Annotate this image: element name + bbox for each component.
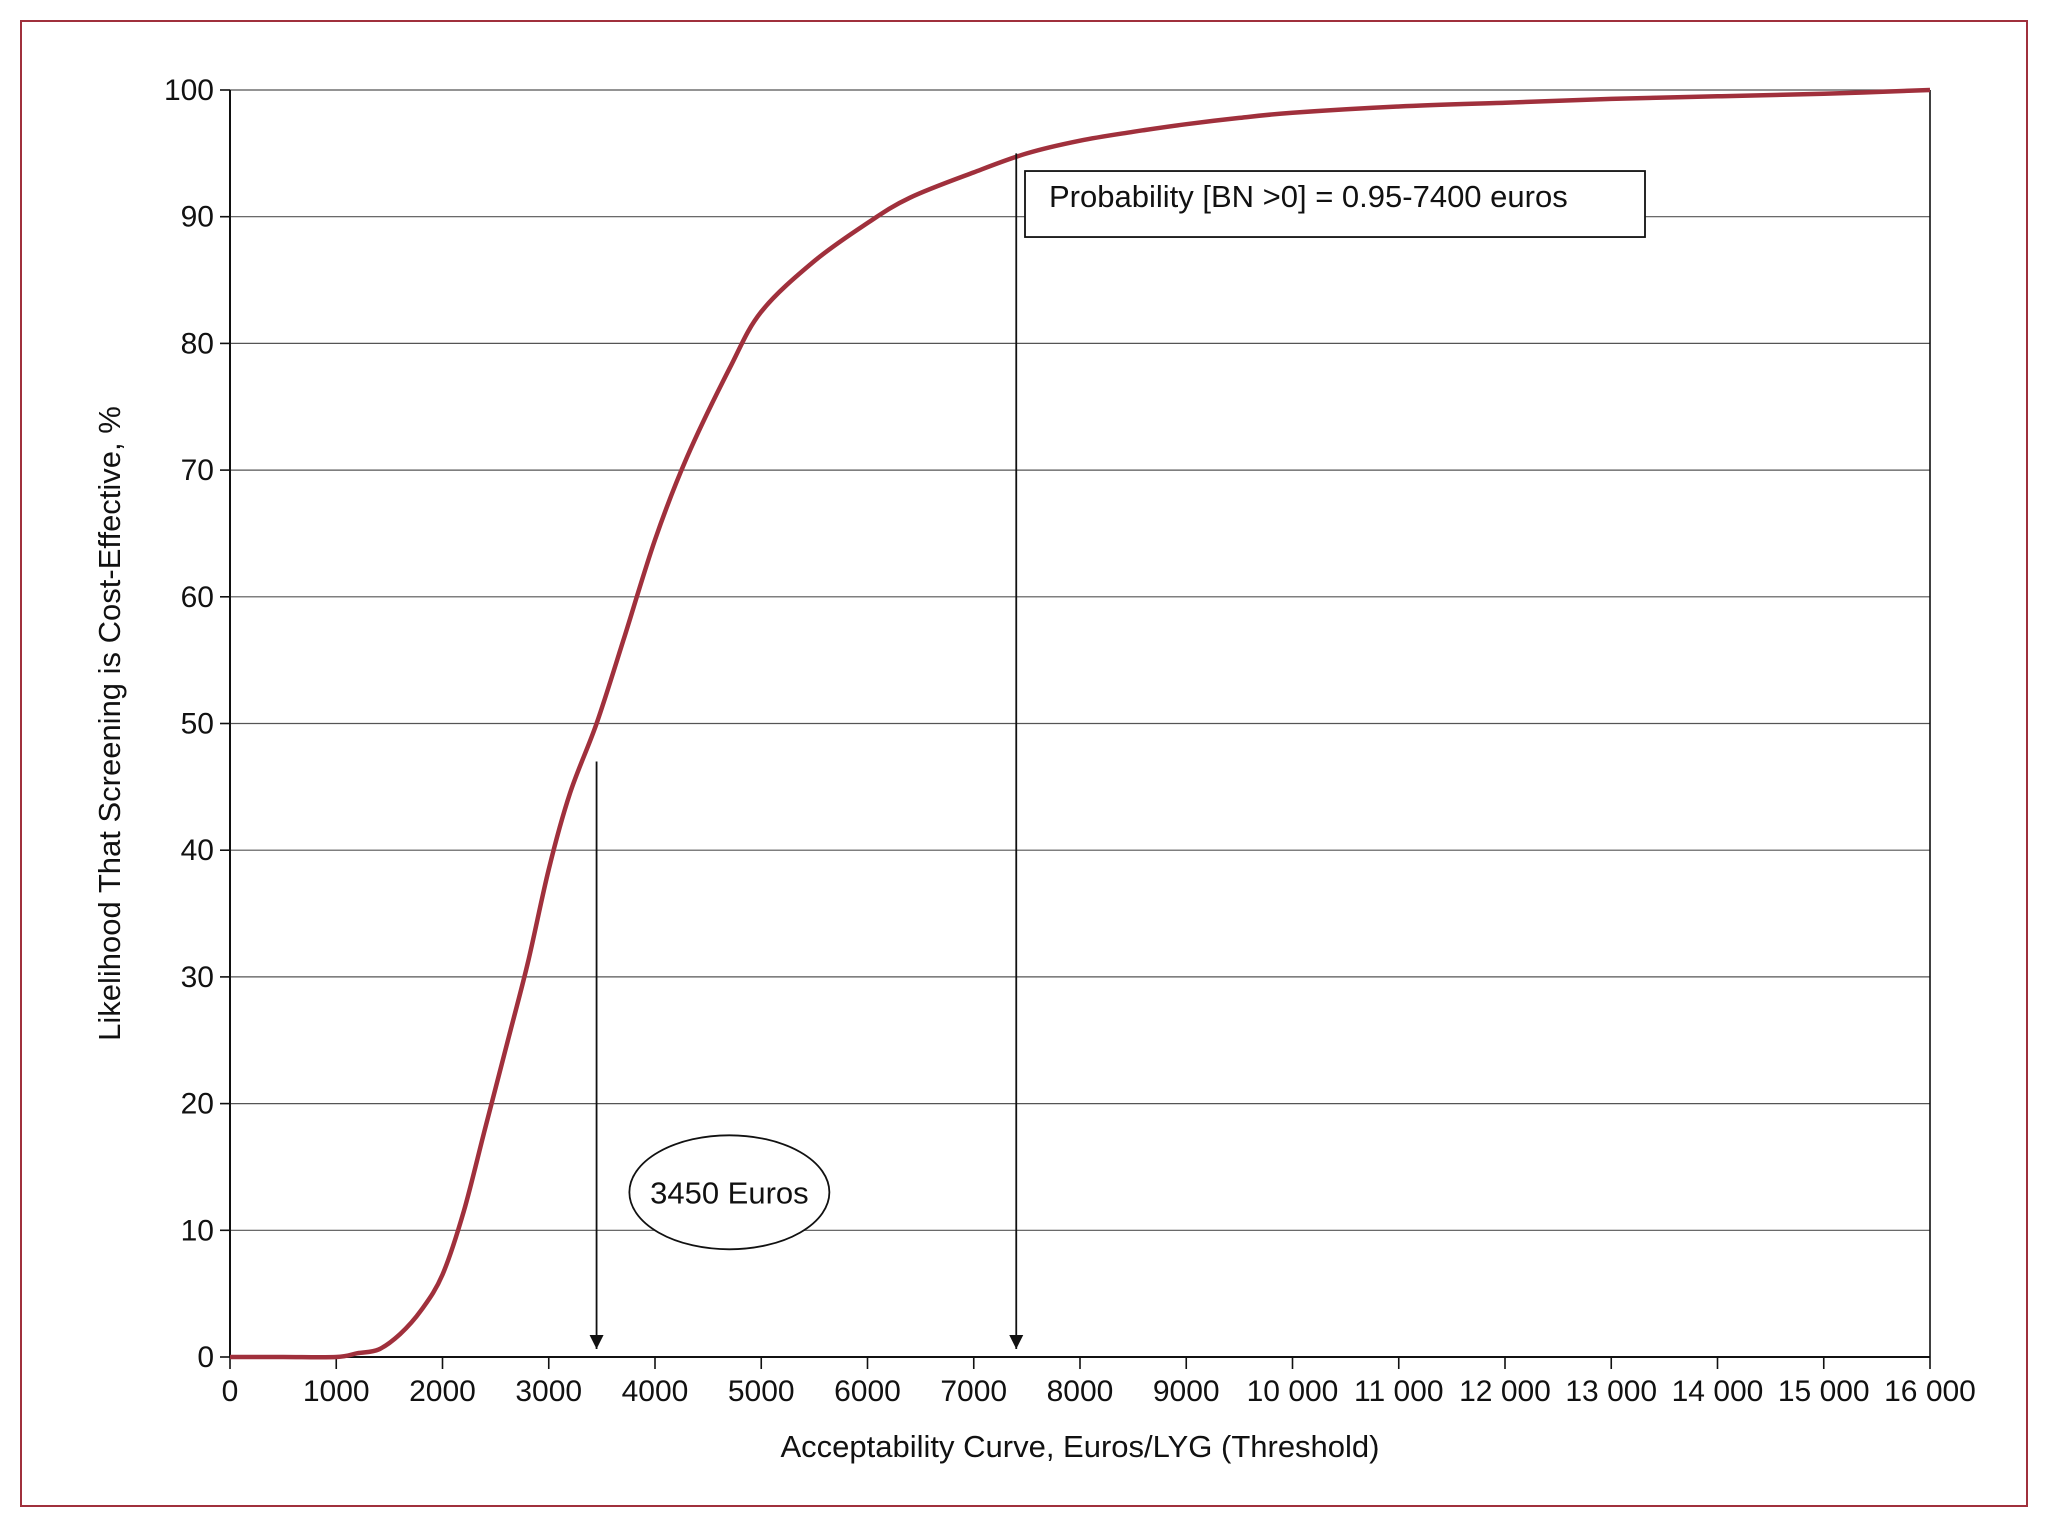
x-tick-label: 0 — [222, 1375, 239, 1408]
y-tick-label: 70 — [181, 454, 214, 487]
y-axis-ticks: 0 10 20 30 40 50 60 70 80 90 100 — [164, 74, 230, 1374]
y-tick-label: 0 — [197, 1341, 214, 1374]
annotation-ellipse-label: 3450 Euros — [650, 1175, 809, 1210]
y-tick-label: 50 — [181, 708, 214, 741]
y-tick-label: 40 — [181, 834, 214, 867]
y-tick-label: 10 — [181, 1214, 214, 1247]
figure-frame: 0 1000 2000 3000 4000 5000 6000 7000 8000 9000 10 … — [20, 20, 2028, 1507]
y-tick-label: 20 — [181, 1088, 214, 1121]
y-tick-label: 30 — [181, 961, 214, 994]
annotation-ellipse — [628, 1134, 831, 1251]
annotation-box — [1024, 170, 1646, 238]
x-tick-label: 16 000 — [1884, 1375, 1976, 1408]
annotation-box-label: Probability [BN >0] = 0.95-7400 euros — [1049, 179, 1568, 214]
series-line — [230, 87, 1931, 1360]
x-tick-label: 2000 — [409, 1375, 476, 1408]
y-tick-label: 80 — [181, 327, 214, 360]
x-axis-ticks: 0 1000 2000 3000 4000 5000 6000 7000 8000 9000 10 … — [222, 1357, 1976, 1408]
x-tick-label: 5000 — [728, 1375, 795, 1408]
y-tick-label: 60 — [181, 581, 214, 614]
x-tick-label: 8000 — [1047, 1375, 1114, 1408]
x-tick-label: 6000 — [834, 1375, 901, 1408]
y-axis-title: Likelihood That Screening is Cost-Effect… — [92, 406, 127, 1041]
gridlines — [230, 89, 1930, 1231]
x-tick-label: 15 000 — [1778, 1375, 1870, 1408]
x-tick-label: 4000 — [622, 1375, 689, 1408]
x-tick-label: 3000 — [515, 1375, 582, 1408]
x-tick-label: 10 000 — [1247, 1375, 1339, 1408]
x-tick-label: 14 000 — [1672, 1375, 1764, 1408]
annotations-layer: 3450 Euros Probability [BN >0] = 0.95-740… — [589, 153, 1646, 1349]
x-axis-title: Acceptability Curve, Euros/LYG (Threshol… — [781, 1429, 1380, 1464]
y-tick-label: 90 — [181, 201, 214, 234]
series-layer — [230, 87, 1931, 1360]
x-tick-label: 11 000 — [1354, 1375, 1444, 1408]
chart: 0 1000 2000 3000 4000 5000 6000 7000 8000 9000 10 … — [92, 74, 1976, 1464]
x-tick-label: 1000 — [303, 1375, 370, 1408]
x-tick-label: 7000 — [940, 1375, 1007, 1408]
x-tick-label: 13 000 — [1565, 1375, 1657, 1408]
y-tick-label: 100 — [164, 74, 214, 107]
x-tick-label: 9000 — [1153, 1375, 1220, 1408]
x-tick-label: 12 000 — [1459, 1375, 1551, 1408]
